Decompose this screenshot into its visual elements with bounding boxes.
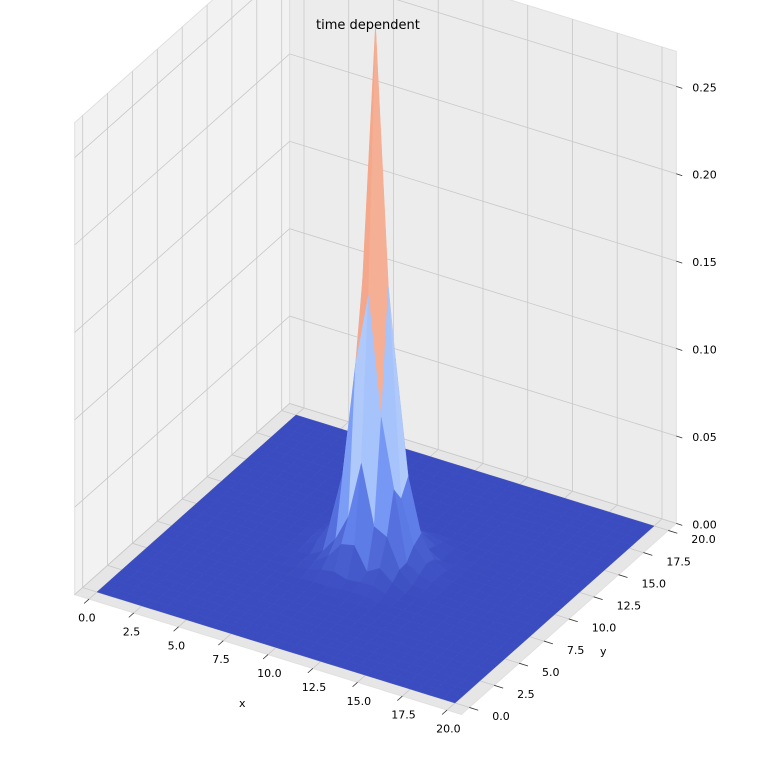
y-tick-label: 10.0: [592, 622, 617, 635]
y-tick-mark: [568, 618, 578, 623]
x-tick-mark: [128, 612, 135, 618]
grid-z-1: [74, 315, 677, 508]
z-tick-label: 0.05: [692, 431, 717, 444]
y-tick-label: 12.5: [617, 600, 642, 613]
z-tick-mark: [676, 260, 683, 264]
x-tick-mark: [397, 695, 403, 701]
x-tick-label: 20.0: [436, 723, 461, 736]
z-tick-mark: [676, 348, 683, 351]
z-tick-mark: [676, 435, 683, 439]
z-tick-mark: [676, 522, 683, 526]
x-tick-mark: [262, 654, 269, 660]
grid-z-2: [74, 228, 677, 421]
x-tick-label: 2.5: [123, 625, 141, 638]
x-tick-label: 15.0: [347, 695, 372, 708]
axis-ticks: 0.02.55.07.510.012.515.017.520.00.02.55.…: [78, 81, 717, 735]
y-tick-label: 2.5: [517, 688, 535, 701]
z-tick-label: 0.10: [692, 344, 717, 357]
x-tick-label: 12.5: [302, 681, 327, 694]
y-tick-mark: [494, 684, 504, 689]
x-tick-mark: [307, 668, 314, 674]
x-axis-label: x: [239, 697, 246, 710]
y-tick-label: 15.0: [642, 578, 667, 591]
y-tick-mark: [469, 707, 479, 711]
x-tick-mark: [173, 626, 179, 632]
y-tick-mark: [643, 552, 653, 556]
y-tick-mark: [518, 662, 529, 667]
x-tick-mark: [83, 598, 90, 604]
y-tick-mark: [668, 530, 678, 534]
x-tick-label: 10.0: [257, 667, 282, 680]
grid-z-4: [74, 53, 677, 246]
surface-facet: [441, 692, 463, 704]
x-tick-mark: [441, 709, 448, 715]
y-tick-label: 20.0: [691, 533, 716, 546]
chart-title: time dependent: [316, 18, 420, 33]
x-tick-label: 0.0: [78, 612, 96, 625]
x-tick-label: 17.5: [391, 709, 416, 722]
y-tick-label: 0.0: [492, 710, 510, 723]
grid-z-3: [74, 140, 677, 333]
x-tick-mark: [352, 682, 358, 688]
y-tick-mark: [593, 596, 603, 600]
surface: [96, 25, 655, 704]
grid-z-0: [74, 403, 677, 595]
z-tick-mark: [676, 85, 683, 89]
y-tick-label: 5.0: [542, 666, 560, 679]
x-tick-label: 5.0: [168, 639, 186, 652]
z-tick-label: 0.25: [692, 81, 717, 94]
z-tick-label: 0.20: [692, 169, 717, 182]
x-tick-label: 7.5: [212, 653, 230, 666]
z-tick-label: 0.15: [692, 256, 717, 269]
y-tick-label: 7.5: [567, 644, 585, 657]
y-tick-mark: [543, 640, 554, 645]
y-tick-label: 17.5: [666, 555, 691, 568]
z-tick-label: 0.00: [692, 518, 717, 531]
y-tick-mark: [618, 574, 628, 578]
z-tick-mark: [676, 173, 683, 177]
y-axis-label: y: [600, 645, 607, 658]
x-tick-mark: [218, 640, 224, 646]
grid-z-5: [74, 0, 677, 158]
